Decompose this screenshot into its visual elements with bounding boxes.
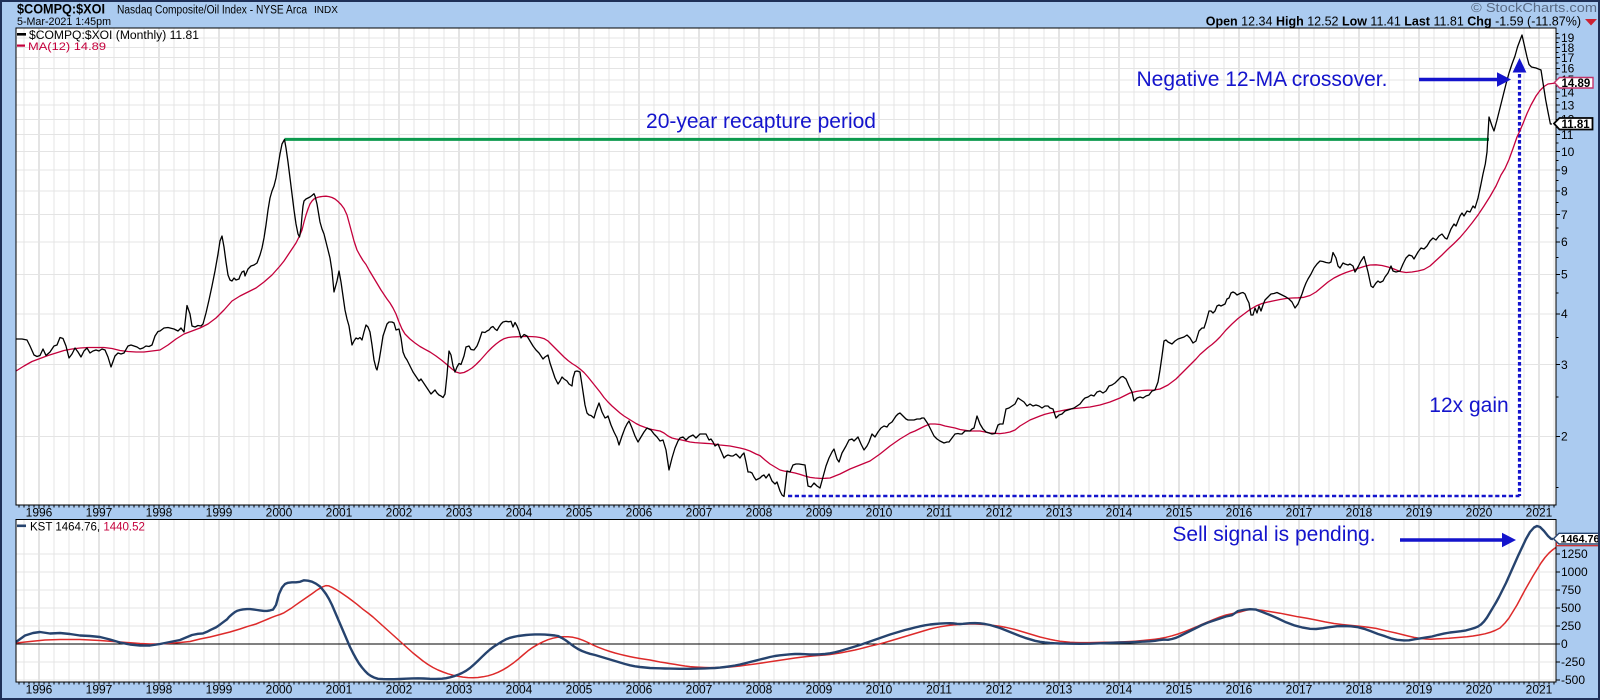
svg-text:2013: 2013: [1046, 682, 1073, 696]
svg-text:2008: 2008: [746, 682, 773, 696]
svg-text:2015: 2015: [1166, 682, 1193, 696]
svg-text:2021: 2021: [1526, 506, 1553, 520]
svg-text:2012: 2012: [986, 506, 1013, 520]
svg-text:MA(12) 14.89: MA(12) 14.89: [28, 41, 106, 53]
svg-text:11: 11: [1561, 128, 1574, 142]
svg-text:1998: 1998: [146, 682, 173, 696]
svg-text:16: 16: [1561, 62, 1575, 76]
svg-text:Nasdaq Composite/Oil Index - N: Nasdaq Composite/Oil Index - NYSE Arca: [117, 5, 308, 17]
svg-text:KST 1464.76, 1440.52: KST 1464.76, 1440.52: [30, 522, 145, 534]
svg-text:2014: 2014: [1106, 506, 1133, 520]
svg-text:2006: 2006: [626, 682, 653, 696]
svg-text:19: 19: [1561, 31, 1575, 45]
svg-text:18: 18: [1561, 41, 1575, 55]
svg-text:2007: 2007: [686, 506, 713, 520]
svg-text:2003: 2003: [446, 506, 473, 520]
svg-text:250: 250: [1561, 619, 1581, 633]
svg-text:2005: 2005: [566, 506, 593, 520]
svg-text:2003: 2003: [446, 682, 473, 696]
svg-text:3: 3: [1561, 358, 1568, 372]
svg-text:2007: 2007: [686, 682, 713, 696]
svg-text:2001: 2001: [326, 682, 353, 696]
svg-text:2004: 2004: [506, 506, 533, 520]
svg-text:1999: 1999: [206, 506, 233, 520]
svg-text:2002: 2002: [386, 506, 413, 520]
svg-text:1999: 1999: [206, 682, 233, 696]
svg-text:20-year recapture period: 20-year recapture period: [646, 110, 876, 133]
svg-text:13: 13: [1561, 98, 1575, 112]
svg-text:1997: 1997: [86, 682, 113, 696]
svg-text:2014: 2014: [1106, 682, 1133, 696]
svg-text:2017: 2017: [1286, 682, 1313, 696]
svg-text:INDX: INDX: [314, 5, 338, 16]
svg-text:$COMPQ:$XOI: $COMPQ:$XOI: [17, 2, 105, 17]
svg-text:$COMPQ:$XOI (Monthly) 11.81: $COMPQ:$XOI (Monthly) 11.81: [29, 30, 199, 42]
svg-text:2016: 2016: [1226, 506, 1253, 520]
svg-text:14: 14: [1561, 85, 1575, 99]
svg-text:2000: 2000: [266, 506, 293, 520]
svg-text:2010: 2010: [866, 682, 893, 696]
svg-text:Sell signal is pending.: Sell signal is pending.: [1172, 523, 1375, 546]
svg-text:500: 500: [1561, 601, 1581, 615]
svg-text:7: 7: [1561, 208, 1568, 222]
svg-text:© StockCharts.com: © StockCharts.com: [1471, 1, 1597, 15]
svg-text:12x gain: 12x gain: [1429, 394, 1508, 417]
svg-text:1464.76: 1464.76: [1561, 534, 1600, 546]
svg-text:1996: 1996: [26, 506, 53, 520]
svg-text:10: 10: [1561, 145, 1575, 159]
svg-text:2009: 2009: [806, 506, 833, 520]
svg-text:2012: 2012: [986, 682, 1013, 696]
svg-text:17: 17: [1561, 51, 1575, 65]
svg-text:2001: 2001: [326, 506, 353, 520]
svg-text:-500: -500: [1561, 673, 1585, 687]
svg-text:-250: -250: [1561, 655, 1585, 669]
svg-text:2018: 2018: [1346, 506, 1373, 520]
svg-text:2020: 2020: [1466, 506, 1493, 520]
svg-text:2000: 2000: [266, 682, 293, 696]
svg-text:2002: 2002: [386, 682, 413, 696]
svg-text:6: 6: [1561, 235, 1568, 249]
svg-text:9: 9: [1561, 163, 1568, 177]
svg-text:5-Mar-2021 1:45pm: 5-Mar-2021 1:45pm: [17, 16, 111, 28]
svg-text:5: 5: [1561, 268, 1568, 282]
svg-text:1997: 1997: [86, 506, 113, 520]
svg-text:2017: 2017: [1286, 506, 1313, 520]
svg-text:2005: 2005: [566, 682, 593, 696]
svg-text:Negative 12-MA crossover.: Negative 12-MA crossover.: [1137, 68, 1388, 91]
svg-text:1998: 1998: [146, 506, 173, 520]
svg-text:2009: 2009: [806, 682, 833, 696]
svg-text:2020: 2020: [1466, 682, 1493, 696]
svg-text:1000: 1000: [1561, 565, 1588, 579]
svg-text:2018: 2018: [1346, 682, 1373, 696]
svg-text:750: 750: [1561, 583, 1581, 597]
svg-text:2013: 2013: [1046, 506, 1073, 520]
svg-text:2016: 2016: [1226, 682, 1253, 696]
svg-text:2019: 2019: [1406, 506, 1433, 520]
svg-text:2006: 2006: [626, 506, 653, 520]
svg-text:0: 0: [1561, 637, 1568, 651]
svg-text:11.81: 11.81: [1562, 119, 1591, 131]
svg-text:Open 12.34 High 12.52 Low 11.4: Open 12.34 High 12.52 Low 11.41 Last 11.…: [1206, 15, 1581, 29]
svg-text:2008: 2008: [746, 506, 773, 520]
svg-text:2021: 2021: [1526, 682, 1553, 696]
svg-text:2011: 2011: [926, 682, 952, 696]
svg-text:2015: 2015: [1166, 506, 1193, 520]
svg-text:2010: 2010: [866, 506, 893, 520]
svg-text:14.89: 14.89: [1562, 78, 1591, 90]
svg-text:2011: 2011: [926, 506, 952, 520]
svg-text:8: 8: [1561, 184, 1568, 198]
svg-text:4: 4: [1561, 307, 1568, 321]
svg-text:2019: 2019: [1406, 682, 1433, 696]
svg-text:1996: 1996: [26, 682, 53, 696]
svg-text:1250: 1250: [1561, 547, 1588, 561]
svg-text:2: 2: [1561, 430, 1568, 444]
svg-text:2004: 2004: [506, 682, 533, 696]
